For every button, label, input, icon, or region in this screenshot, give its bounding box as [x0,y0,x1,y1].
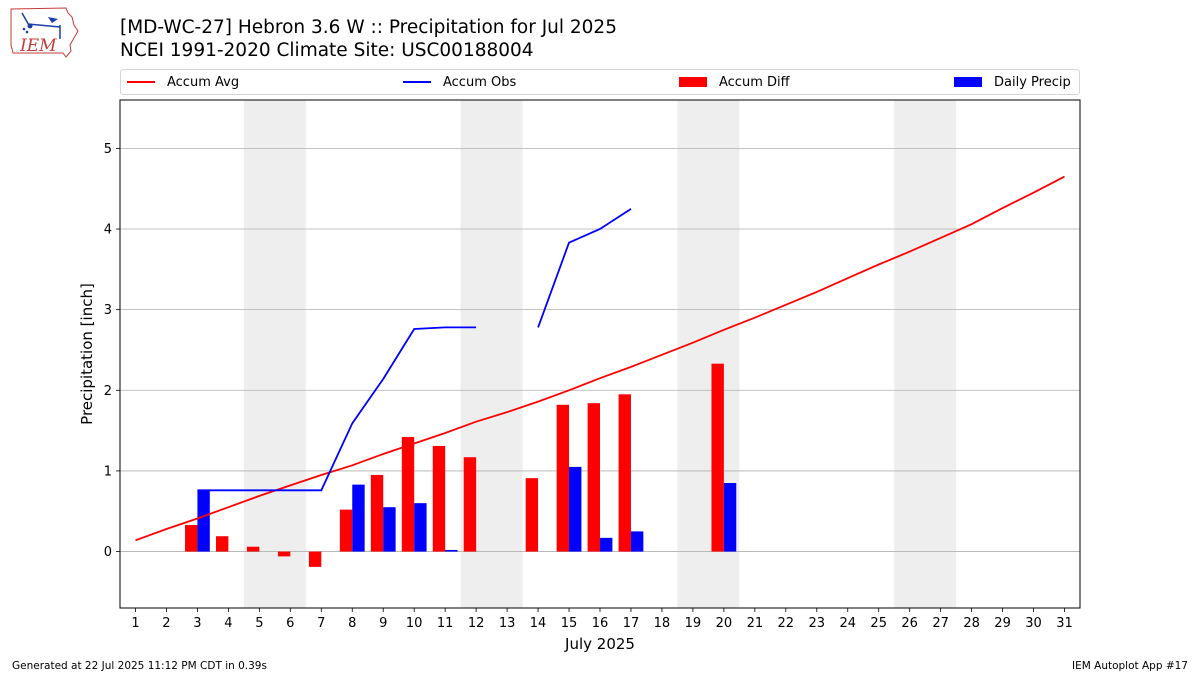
accum-diff-bar [432,445,446,552]
daily-precip-bar [445,549,458,552]
x-tick-label: 5 [255,616,263,631]
accum-diff-bar [246,546,260,552]
weekend-band [894,100,957,608]
wind-vane-icon [48,17,58,23]
x-tick-label: 11 [437,616,454,631]
chart-legend: Accum Avg Accum Obs Accum Diff Daily Pre… [120,69,1080,95]
accum-diff-bar [185,524,198,552]
chart-title: [MD-WC-27] Hebron 3.6 W :: Precipitation… [120,17,617,38]
x-tick-label: 7 [317,616,325,631]
x-tick-label: 1 [131,616,139,631]
accum-avg-line [135,175,1065,542]
x-tick-label: 4 [224,616,232,631]
x-tick-label: 27 [932,616,949,631]
chart-subtitle: NCEI 1991-2020 Climate Site: USC00188004 [120,40,534,61]
legend-bar-swatch [679,77,707,87]
accum-diff-bar [556,404,570,552]
daily-precip-bar [197,490,210,552]
legend-line-swatch [403,81,431,83]
accum-diff-bar [711,363,724,552]
accum-diff-bar [463,457,477,552]
x-tick-label: 24 [839,616,856,631]
weekend-band [243,100,306,608]
x-tick-label: 30 [1025,616,1042,631]
x-tick-label: 6 [286,616,294,631]
x-tick-label: 19 [685,616,702,631]
accum-diff-bar [618,394,631,552]
y-tick-label: 4 [104,223,112,238]
y-tick-label: 0 [104,545,112,560]
accum-diff-bar [587,403,600,552]
daily-precip-bar [723,483,737,552]
x-tick-label: 12 [468,616,485,631]
x-tick-label: 2 [162,616,170,631]
daily-precip-bar [569,466,582,552]
x-tick-label: 21 [747,616,764,631]
legend-label: Accum Diff [719,74,790,90]
legend-item-accum-diff: Accum Diff [679,74,790,90]
legend-label: Accum Obs [443,74,517,90]
daily-precip-bar [352,484,365,552]
y-tick-label: 5 [104,142,112,157]
accum-diff-bar [401,437,415,552]
accum-diff-bar [370,474,384,552]
accum-obs-line [197,208,632,492]
x-tick-label: 20 [716,616,733,631]
accum-diff-bar [525,478,539,552]
x-tick-label: 14 [530,616,547,631]
legend-bar-swatch [954,77,982,87]
x-tick-label: 26 [901,616,918,631]
x-axis-label: July 2025 [564,635,635,653]
daily-precip-bar [630,531,644,552]
legend-item-daily-precip: Daily Precip [954,74,1071,90]
accum-diff-bar [277,551,291,557]
y-tick-label: 2 [104,384,112,399]
x-tick-label: 28 [963,616,980,631]
iowa-outline-shape [10,7,79,58]
accum-diff-bar [339,509,353,552]
legend-label: Accum Avg [167,74,240,90]
legend-label: Daily Precip [994,74,1071,90]
x-tick-label: 23 [809,616,826,631]
x-tick-label: 13 [499,616,516,631]
daily-precip-bar [600,537,613,552]
iem-logo: IEM [10,7,79,58]
accum-diff-bar [308,551,322,567]
y-tick-label: 3 [104,303,112,318]
accum-diff-bar [216,536,229,552]
x-tick-label: 17 [623,616,640,631]
legend-item-accum-obs: Accum Obs [403,74,516,90]
x-tick-label: 31 [1056,616,1073,631]
legend-line-swatch [127,81,155,83]
x-tick-label: 3 [193,616,201,631]
daily-precip-bar [414,503,427,552]
x-tick-label: 18 [654,616,671,631]
daily-precip-bar [383,507,396,552]
legend-item-accum-avg: Accum Avg [127,74,239,90]
x-tick-label: 15 [561,616,578,631]
y-axis-label: Precipitation [inch] [78,283,96,425]
x-tick-label: 8 [348,616,356,631]
x-tick-label: 25 [870,616,887,631]
x-tick-label: 10 [406,616,423,631]
logo-text: IEM [19,36,57,56]
app-credit: IEM Autoplot App #17 [1072,660,1188,672]
x-tick-label: 29 [994,616,1011,631]
x-tick-label: 16 [592,616,609,631]
generated-timestamp: Generated at 22 Jul 2025 11:12 PM CDT in… [12,660,267,672]
x-tick-label: 22 [778,616,795,631]
y-tick-label: 1 [104,464,112,479]
x-tick-label: 9 [379,616,387,631]
